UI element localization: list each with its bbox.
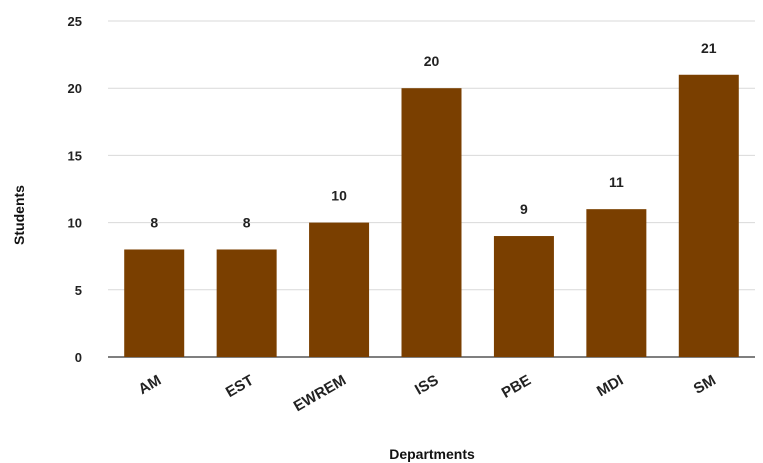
bar-est xyxy=(216,249,277,357)
x-tick-label: EWREM xyxy=(291,372,349,415)
x-tick-label: ISS xyxy=(412,372,441,399)
bar-pbe xyxy=(493,236,554,357)
bar-ewrem xyxy=(309,222,370,357)
y-axis-ticks: 0 5 10 15 20 25 xyxy=(68,14,82,365)
data-label-iss: 20 xyxy=(424,53,440,69)
y-axis-title: Students xyxy=(11,185,27,245)
bar-iss xyxy=(401,88,462,357)
x-tick-label: SM xyxy=(691,372,719,398)
bar-mdi xyxy=(586,209,647,357)
data-label-am: 8 xyxy=(150,214,158,230)
data-label-est: 8 xyxy=(243,214,251,230)
x-tick-label: PBE xyxy=(499,372,534,402)
x-tick-label: MDI xyxy=(594,372,626,400)
x-axis-title: Departments xyxy=(389,446,475,462)
y-tick-label: 5 xyxy=(75,283,82,298)
x-tick-label: EST xyxy=(223,372,257,401)
data-label-ewrem: 10 xyxy=(331,188,347,204)
data-labels: 8 8 10 20 9 11 21 xyxy=(150,40,716,231)
y-tick-label: 10 xyxy=(68,216,82,231)
x-axis-ticks: AM EST EWREM ISS PBE MDI SM xyxy=(136,372,719,415)
x-tick-label: AM xyxy=(136,372,165,398)
bar-am xyxy=(124,249,185,357)
data-label-mdi: 11 xyxy=(609,174,624,190)
y-tick-label: 20 xyxy=(68,81,82,96)
y-tick-label: 0 xyxy=(75,350,82,365)
data-label-pbe: 9 xyxy=(520,201,528,217)
bars xyxy=(124,74,739,357)
bar-sm xyxy=(678,74,739,357)
data-label-sm: 21 xyxy=(701,40,717,56)
y-tick-label: 25 xyxy=(68,14,82,29)
y-tick-label: 15 xyxy=(68,148,82,163)
